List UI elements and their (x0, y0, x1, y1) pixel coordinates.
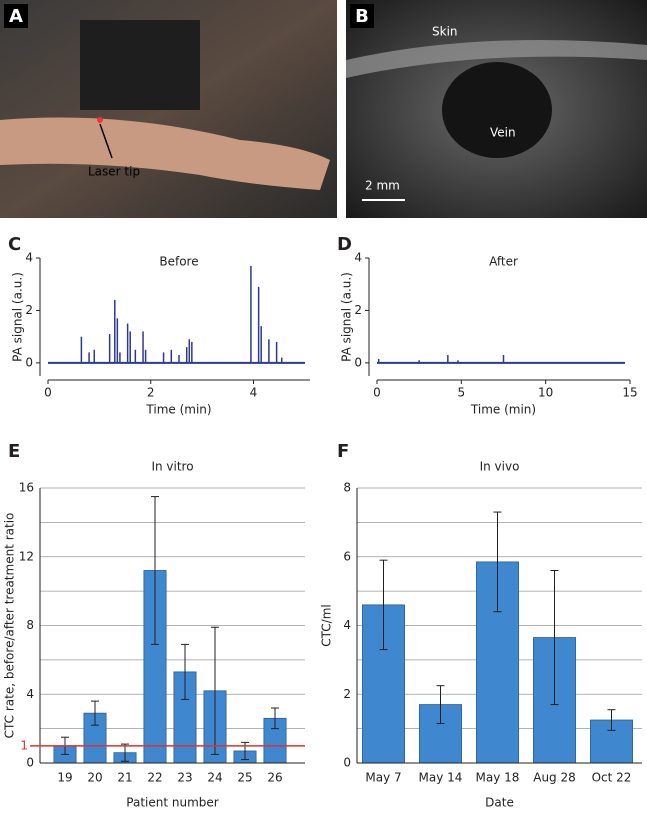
x-tick-label: 15 (622, 386, 637, 400)
x-tick-label: 24 (207, 771, 222, 785)
panel-letter: A (9, 6, 23, 27)
y-tick-label: 16 (19, 481, 34, 495)
x-tick-label: Aug 28 (533, 771, 576, 785)
panel-letter: D (337, 234, 352, 255)
y-axis-label: CTC rate, before/after treatment ratio (3, 513, 17, 739)
x-tick-label: May 18 (476, 771, 520, 785)
x-tick-label: 19 (57, 771, 72, 785)
y-tick-label: 0 (354, 355, 362, 369)
chart-title: Before (159, 255, 198, 269)
arm (0, 117, 330, 190)
x-tick-label: 0 (44, 386, 52, 400)
x-axis-label: Patient number (126, 796, 218, 810)
x-tick-label: 2 (147, 386, 155, 400)
x-tick-label: 20 (87, 771, 102, 785)
letter-box (350, 4, 374, 28)
x-tick-label: May 7 (365, 771, 401, 785)
chart-title: In vitro (151, 460, 193, 474)
y-axis-label: CTC/ml (320, 604, 334, 646)
x-tick-label: 0 (373, 386, 381, 400)
chart-title: After (489, 255, 518, 269)
y-tick-label: 4 (354, 251, 362, 265)
panel-letter: E (8, 441, 20, 462)
device (80, 20, 200, 110)
annotation: 2 mm (365, 179, 400, 193)
x-tick-label: 5 (458, 386, 466, 400)
photo-b: Skin Vein 2 mm B (346, 0, 647, 218)
y-tick-label: 0 (26, 756, 34, 770)
y-tick-label: 12 (19, 549, 34, 563)
annotation: Vein (490, 126, 516, 140)
skin-layer (346, 40, 647, 78)
y-tick-label: 4 (25, 251, 33, 265)
y-tick-label: 2 (354, 303, 362, 317)
panel-letter: C (8, 234, 21, 255)
reference-label: 1 (20, 738, 28, 752)
panel-letter: B (355, 6, 369, 27)
x-tick-label: 25 (237, 771, 252, 785)
x-tick-label: 26 (267, 771, 282, 785)
y-tick-label: 8 (343, 481, 351, 495)
y-axis-label: PA signal (a.u.) (340, 272, 354, 362)
y-tick-label: 4 (26, 687, 34, 701)
annotation: Laser tip (88, 165, 140, 179)
laser-dot (97, 117, 103, 123)
annotation: Skin (432, 25, 458, 39)
x-axis-label: Date (485, 796, 514, 810)
y-tick-label: 0 (25, 355, 33, 369)
x-tick-label: 21 (117, 771, 132, 785)
x-tick-label: 10 (538, 386, 553, 400)
x-axis-label: Time (min) (470, 403, 536, 417)
y-tick-label: 0 (343, 756, 351, 770)
y-axis-label: PA signal (a.u.) (11, 272, 25, 362)
y-tick-label: 2 (25, 303, 33, 317)
x-tick-label: 23 (177, 771, 192, 785)
y-tick-label: 4 (343, 618, 351, 632)
panel-letter: F (337, 441, 349, 462)
photo-a: Laser tip A (0, 0, 337, 218)
vein (442, 62, 552, 158)
x-tick-label: 4 (250, 386, 258, 400)
x-tick-label: May 14 (419, 771, 463, 785)
y-tick-label: 8 (26, 618, 34, 632)
x-tick-label: 22 (147, 771, 162, 785)
x-tick-label: Oct 22 (592, 771, 632, 785)
letter-box (4, 4, 28, 28)
y-tick-label: 2 (343, 687, 351, 701)
pointer (99, 123, 113, 159)
y-tick-label: 6 (343, 549, 351, 563)
x-axis-label: Time (min) (145, 403, 211, 417)
chart-title: In vivo (480, 460, 520, 474)
